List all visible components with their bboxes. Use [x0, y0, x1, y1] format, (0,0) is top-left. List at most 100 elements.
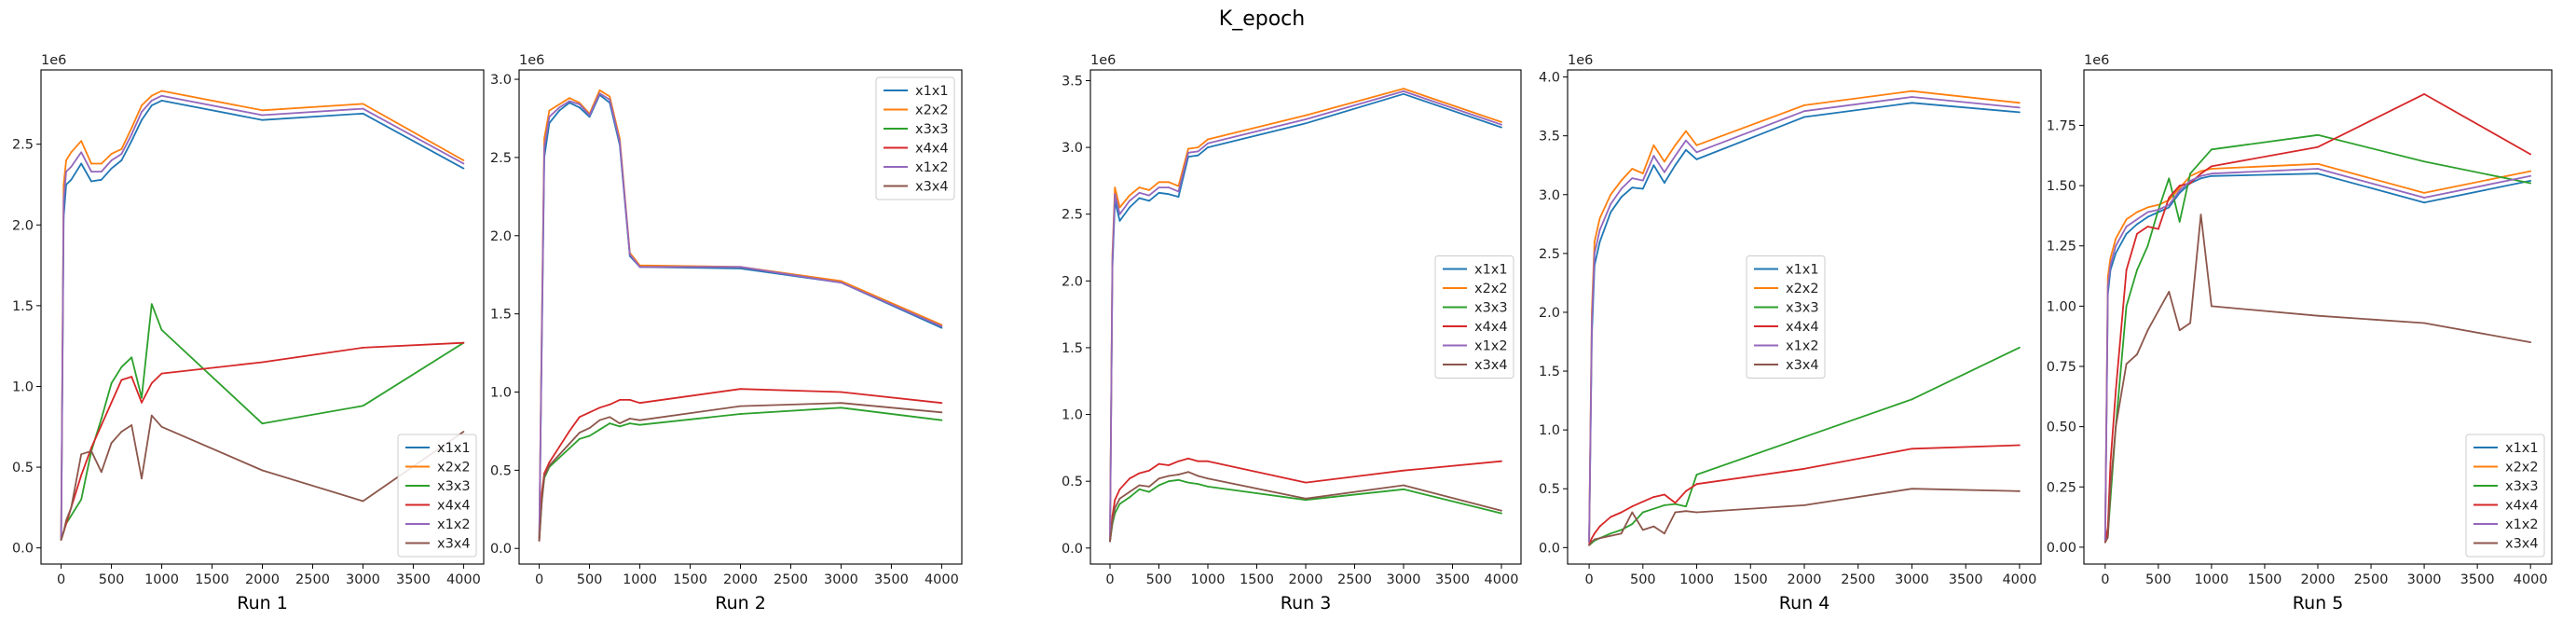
data-point-x2x2 [100, 162, 103, 165]
legend-label: x3x3 [2505, 479, 2539, 494]
data-point-x1x2 [2211, 172, 2213, 175]
y-tick-label: 0.5 [490, 463, 512, 478]
legend-label: x3x4 [915, 180, 949, 195]
data-point-x3x4 [1674, 511, 1677, 514]
data-point-x1x2 [1631, 177, 1634, 179]
x-tick-label: 1000 [144, 572, 179, 587]
data-point-x1x1 [1598, 241, 1601, 243]
x-tick-label: 0 [57, 572, 65, 587]
legend-label: x2x2 [2505, 461, 2539, 475]
data-point-x3x4 [2178, 329, 2181, 332]
data-point-x1x1 [80, 162, 83, 165]
data-point-x4x4 [1674, 502, 1677, 504]
data-point-x1x2 [1685, 139, 1687, 142]
data-point-x2x2 [150, 94, 153, 97]
data-point-x3x3 [2199, 160, 2202, 163]
x-tick-label: 0 [1105, 572, 1114, 587]
x-tick-label: 2500 [774, 572, 808, 587]
data-point-x1x2 [1111, 259, 1114, 262]
data-point-x2x2 [70, 151, 73, 154]
y-tick-label: 1.5 [1062, 341, 1083, 356]
y-tick-label: 1.75 [2047, 118, 2076, 133]
data-point-x2x2 [1118, 206, 1121, 209]
legend-label: x1x1 [915, 84, 949, 99]
data-point-x3x4 [543, 475, 545, 477]
legend: x1x1 x2x2 x3x3 x4x4 x1x2 x3x4 [875, 76, 955, 200]
legend: x1x1 x2x2 x3x3 x4x4 x1x2 x3x4 [1434, 255, 1514, 379]
data-point-x4x4 [100, 424, 103, 426]
data-point-x3x3 [1685, 505, 1687, 508]
data-point-x4x4 [2529, 153, 2532, 156]
y-tick-label: 0.25 [2047, 480, 2076, 495]
data-point-x1x2 [110, 159, 113, 161]
data-point-x1x2 [569, 100, 570, 103]
data-point-x4x4 [588, 411, 591, 414]
data-point-x1x2 [739, 266, 742, 269]
data-point-x1x1 [2019, 111, 2021, 114]
data-point-x3x4 [1129, 490, 1130, 493]
data-point-x1x1 [1403, 92, 1404, 95]
data-point-x4x4 [1685, 489, 1687, 492]
data-point-x1x1 [2115, 252, 2117, 255]
data-point-x3x4 [1593, 538, 1596, 541]
y-offset-text: 1e6 [41, 53, 66, 68]
data-point-x1x2 [1129, 200, 1130, 202]
data-point-x1x2 [90, 171, 92, 173]
data-point-x1x2 [2109, 264, 2112, 267]
data-point-x4x4 [598, 406, 601, 409]
data-point-x4x4 [940, 402, 943, 405]
data-point-x3x3 [1305, 499, 1307, 502]
data-point-x4x4 [1158, 462, 1160, 465]
data-point-x3x3 [558, 457, 561, 459]
data-point-x1x2 [1610, 202, 1612, 205]
data-point-x3x3 [1620, 529, 1623, 531]
y-tick-label: 2.0 [12, 218, 34, 233]
data-point-x3x4 [1118, 497, 1121, 500]
data-point-x1x2 [548, 116, 551, 118]
data-point-x3x3 [2168, 177, 2171, 180]
y-tick-label: 1.0 [1539, 423, 1560, 438]
data-point-x3x4 [1207, 477, 1209, 480]
data-point-x3x3 [2136, 269, 2138, 271]
data-point-x3x4 [60, 539, 62, 541]
data-point-x3x4 [578, 432, 581, 434]
y-tick-label: 0.0 [490, 542, 512, 557]
data-point-x1x2 [2115, 244, 2117, 247]
y-tick-label: 1.0 [12, 379, 34, 394]
data-point-x3x4 [558, 453, 561, 456]
y-tick-label: 4.0 [1539, 71, 1560, 86]
data-point-x3x4 [2136, 353, 2138, 355]
y-tick-label: 0.5 [1539, 482, 1560, 497]
data-point-x3x3 [70, 515, 73, 517]
data-point-x3x4 [1598, 537, 1601, 540]
data-point-x1x1 [70, 178, 73, 181]
data-point-x3x3 [160, 328, 163, 331]
data-point-x4x4 [1695, 483, 1698, 486]
y-tick-label: 1.50 [2047, 179, 2076, 194]
data-point-x3x4 [362, 500, 364, 503]
data-point-x2x2 [2115, 238, 2117, 240]
data-point-x1x1 [1685, 148, 1687, 151]
data-point-x3x3 [1631, 523, 1634, 525]
data-point-x2x2 [2125, 218, 2128, 221]
data-point-x1x2 [1305, 118, 1307, 120]
data-point-x3x4 [110, 442, 113, 444]
data-point-x1x2 [462, 162, 465, 165]
data-point-x1x2 [100, 171, 103, 173]
data-point-x1x2 [1911, 96, 1913, 98]
data-point-x2x2 [1403, 88, 1404, 90]
data-point-x3x3 [2146, 244, 2149, 247]
data-point-x1x1 [141, 118, 143, 121]
data-point-x4x4 [2178, 185, 2181, 186]
data-point-x3x3 [638, 423, 641, 426]
data-point-x3x3 [362, 405, 364, 407]
data-point-x3x3 [1664, 504, 1665, 506]
data-point-x1x2 [362, 107, 364, 110]
y-tick-label: 2.5 [1062, 208, 1083, 223]
data-point-x2x2 [141, 104, 143, 107]
data-point-x4x4 [1207, 460, 1209, 462]
data-point-x4x4 [1652, 496, 1655, 498]
data-point-x4x4 [1168, 464, 1170, 466]
data-point-x4x4 [1305, 481, 1307, 484]
